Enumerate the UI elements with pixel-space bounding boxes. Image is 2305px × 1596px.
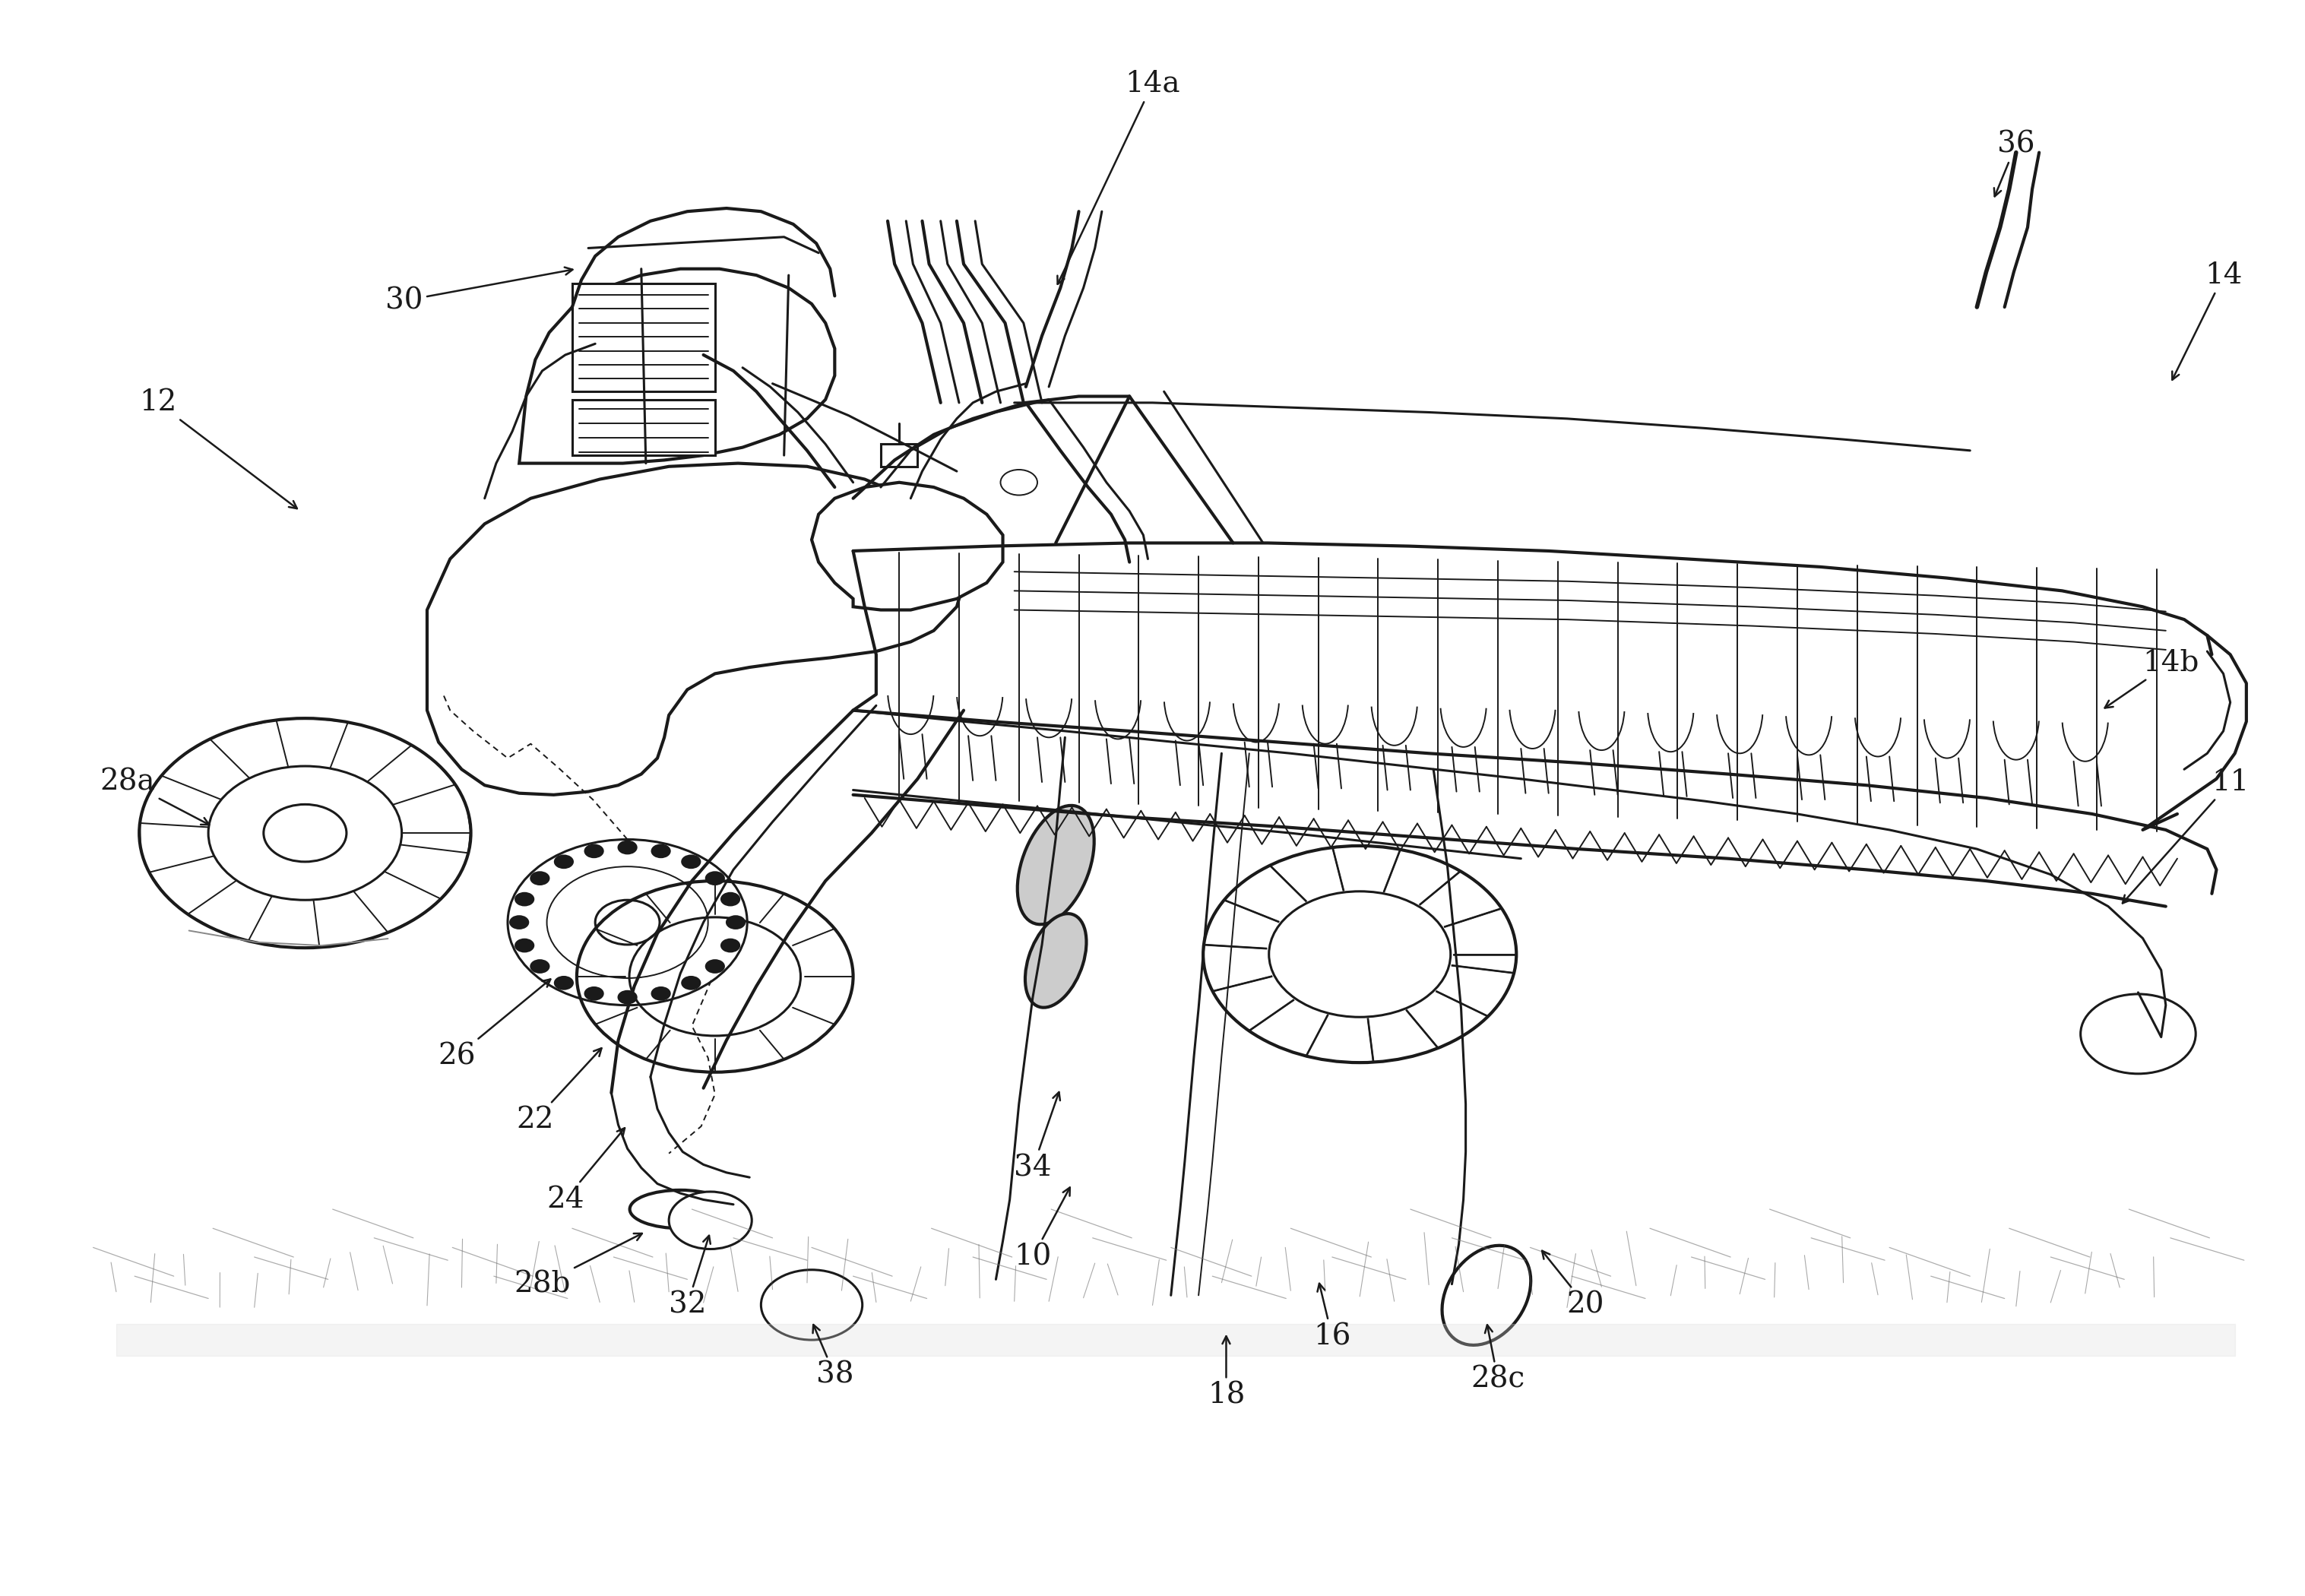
Circle shape bbox=[585, 844, 604, 857]
Circle shape bbox=[530, 959, 549, 972]
Circle shape bbox=[556, 855, 574, 868]
Text: 18: 18 bbox=[1208, 1336, 1245, 1409]
Circle shape bbox=[516, 938, 535, 951]
Circle shape bbox=[530, 871, 549, 884]
Text: 14: 14 bbox=[2171, 262, 2243, 380]
Circle shape bbox=[668, 1192, 751, 1250]
Circle shape bbox=[705, 871, 724, 884]
Text: 11: 11 bbox=[2123, 768, 2250, 903]
Text: 30: 30 bbox=[385, 267, 572, 314]
Circle shape bbox=[585, 988, 604, 1001]
Text: 22: 22 bbox=[516, 1049, 602, 1135]
Circle shape bbox=[652, 844, 671, 857]
Text: 28a: 28a bbox=[99, 768, 210, 825]
Text: 14a: 14a bbox=[1058, 70, 1180, 284]
Ellipse shape bbox=[629, 1191, 731, 1229]
Polygon shape bbox=[426, 463, 963, 795]
Text: 38: 38 bbox=[814, 1325, 853, 1389]
Text: 26: 26 bbox=[438, 980, 551, 1071]
Text: 14b: 14b bbox=[2104, 648, 2199, 709]
Text: 20: 20 bbox=[1542, 1251, 1604, 1318]
Circle shape bbox=[556, 977, 574, 990]
Text: 34: 34 bbox=[1014, 1092, 1060, 1183]
Circle shape bbox=[761, 1270, 862, 1341]
Text: 32: 32 bbox=[668, 1235, 710, 1318]
Polygon shape bbox=[519, 268, 834, 463]
Polygon shape bbox=[572, 282, 715, 391]
Text: 12: 12 bbox=[138, 389, 297, 509]
Circle shape bbox=[1000, 469, 1037, 495]
Circle shape bbox=[618, 841, 636, 854]
Circle shape bbox=[721, 938, 740, 951]
Polygon shape bbox=[811, 482, 1003, 610]
Text: 28b: 28b bbox=[514, 1234, 643, 1298]
Circle shape bbox=[705, 959, 724, 972]
Text: 28c: 28c bbox=[1471, 1325, 1526, 1393]
Circle shape bbox=[263, 804, 346, 862]
Circle shape bbox=[509, 916, 528, 929]
Circle shape bbox=[726, 916, 745, 929]
Text: 36: 36 bbox=[1994, 131, 2035, 196]
Ellipse shape bbox=[1017, 806, 1095, 924]
Text: 24: 24 bbox=[546, 1128, 625, 1213]
Ellipse shape bbox=[1443, 1245, 1531, 1345]
Circle shape bbox=[595, 900, 659, 945]
Circle shape bbox=[652, 988, 671, 1001]
Text: 10: 10 bbox=[1014, 1187, 1070, 1270]
Circle shape bbox=[682, 855, 701, 868]
Polygon shape bbox=[572, 399, 715, 455]
Text: 16: 16 bbox=[1314, 1283, 1351, 1350]
Circle shape bbox=[516, 892, 535, 905]
Polygon shape bbox=[881, 444, 917, 466]
Circle shape bbox=[721, 892, 740, 905]
Circle shape bbox=[682, 977, 701, 990]
Circle shape bbox=[618, 991, 636, 1004]
Ellipse shape bbox=[1026, 913, 1086, 1007]
